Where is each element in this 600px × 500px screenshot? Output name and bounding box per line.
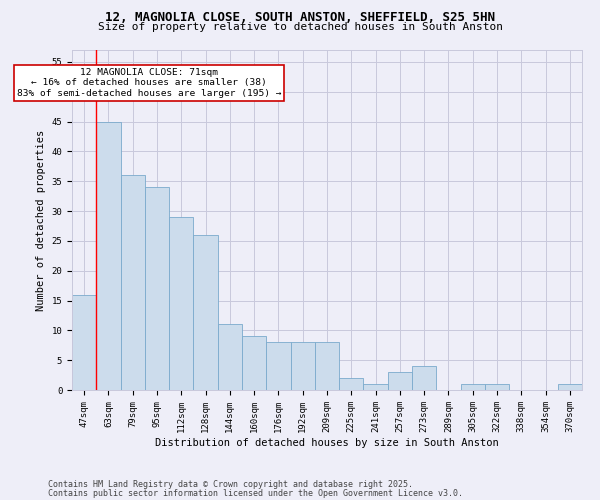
Bar — [242, 336, 266, 390]
Bar — [485, 384, 509, 390]
Bar — [315, 342, 339, 390]
Bar — [412, 366, 436, 390]
Bar — [193, 235, 218, 390]
Y-axis label: Number of detached properties: Number of detached properties — [36, 130, 46, 310]
Text: 12, MAGNOLIA CLOSE, SOUTH ANSTON, SHEFFIELD, S25 5HN: 12, MAGNOLIA CLOSE, SOUTH ANSTON, SHEFFI… — [105, 11, 495, 24]
X-axis label: Distribution of detached houses by size in South Anston: Distribution of detached houses by size … — [155, 438, 499, 448]
Bar — [218, 324, 242, 390]
Bar — [145, 187, 169, 390]
Bar — [96, 122, 121, 390]
Bar — [339, 378, 364, 390]
Text: 12 MAGNOLIA CLOSE: 71sqm
← 16% of detached houses are smaller (38)
83% of semi-d: 12 MAGNOLIA CLOSE: 71sqm ← 16% of detach… — [17, 68, 281, 98]
Text: Size of property relative to detached houses in South Anston: Size of property relative to detached ho… — [97, 22, 503, 32]
Bar — [558, 384, 582, 390]
Bar — [72, 294, 96, 390]
Bar — [169, 217, 193, 390]
Bar — [290, 342, 315, 390]
Text: Contains public sector information licensed under the Open Government Licence v3: Contains public sector information licen… — [48, 489, 463, 498]
Bar — [266, 342, 290, 390]
Bar — [461, 384, 485, 390]
Bar — [364, 384, 388, 390]
Bar — [121, 176, 145, 390]
Bar — [388, 372, 412, 390]
Text: Contains HM Land Registry data © Crown copyright and database right 2025.: Contains HM Land Registry data © Crown c… — [48, 480, 413, 489]
